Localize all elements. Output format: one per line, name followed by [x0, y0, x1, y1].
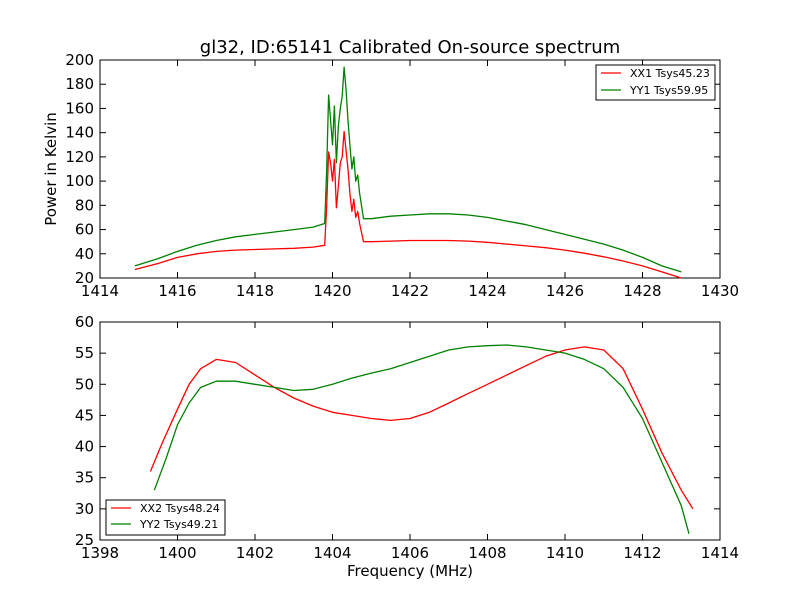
bottom-y-tick-label: 60 — [75, 313, 94, 331]
top-plot-ticks: 1414 1416 1418 1420 1422 1424 1426 1428 1430 20 40… — [65, 51, 739, 300]
bottom-legend: XX2 Tsys48.24 YY2 Tsys49.21 — [105, 499, 226, 536]
top-x-tick-label: 1430 — [701, 282, 739, 300]
top-y-tick-label: 200 — [65, 51, 94, 69]
top-y-tick-label: 100 — [65, 172, 94, 190]
top-series-line-1 — [134, 66, 682, 273]
top-x-tick-label: 1414 — [81, 282, 119, 300]
bottom-y-tick-label: 30 — [75, 500, 94, 518]
bottom-plot: 1398 1400 1402 1404 1406 1408 1410 1412 1414 25 30… — [75, 313, 739, 562]
top-x-tick-label: 1426 — [546, 282, 584, 300]
bottom-x-tick-label: 1412 — [623, 544, 661, 562]
bottom-x-tick-label: 1408 — [468, 544, 506, 562]
bottom-legend-label-xx2: XX2 Tsys48.24 — [140, 502, 220, 515]
top-x-tick-label: 1422 — [391, 282, 429, 300]
bottom-x-tick-label: 1398 — [81, 544, 119, 562]
top-series-line-0 — [134, 130, 682, 279]
bottom-x-tick-label: 1400 — [158, 544, 196, 562]
top-y-tick-label: 120 — [65, 148, 94, 166]
top-x-tick-label: 1416 — [158, 282, 196, 300]
bottom-y-tick-label: 25 — [75, 531, 94, 549]
top-plot-lines — [134, 66, 682, 279]
top-x-tick-label: 1420 — [313, 282, 351, 300]
top-y-tick-label: 180 — [65, 75, 94, 93]
bottom-x-tick-label: 1406 — [391, 544, 429, 562]
top-legend-box — [595, 64, 716, 101]
top-plot: 1414 1416 1418 1420 1422 1424 1426 1428 1430 20 40… — [65, 51, 739, 300]
top-y-tick-label: 60 — [75, 221, 94, 239]
bottom-y-tick-label: 40 — [75, 438, 94, 456]
top-legend: XX1 Tsys45.23 YY1 Tsys59.95 — [595, 64, 716, 101]
top-x-tick-label: 1428 — [623, 282, 661, 300]
top-legend-label-xx1: XX1 Tsys45.23 — [630, 67, 710, 80]
top-y-tick-label: 80 — [75, 196, 94, 214]
bottom-y-tick-label: 45 — [75, 406, 94, 424]
chart-title: gl32, ID:65141 Calibrated On-source spec… — [200, 37, 620, 58]
top-y-tick-label: 40 — [75, 245, 94, 263]
bottom-y-tick-label: 50 — [75, 375, 94, 393]
bottom-plot-ticks: 1398 1400 1402 1404 1406 1408 1410 1412 1414 25 30… — [75, 313, 739, 562]
top-y-axis-label: Power in Kelvin — [42, 112, 60, 226]
top-y-tick-label: 20 — [75, 269, 94, 287]
bottom-y-tick-label: 35 — [75, 469, 94, 487]
bottom-plot-lines — [149, 344, 694, 534]
top-x-tick-label: 1418 — [236, 282, 274, 300]
bottom-series-line-1 — [153, 344, 690, 534]
top-y-tick-label: 140 — [65, 124, 94, 142]
bottom-series-line-0 — [149, 346, 694, 510]
bottom-legend-label-yy2: YY2 Tsys49.21 — [139, 518, 218, 531]
bottom-y-tick-label: 55 — [75, 344, 94, 362]
bottom-x-tick-label: 1414 — [701, 544, 739, 562]
top-legend-label-yy1: YY1 Tsys59.95 — [629, 84, 708, 97]
bottom-x-axis-label: Frequency (MHz) — [347, 562, 473, 580]
bottom-legend-box — [105, 499, 226, 536]
top-y-tick-label: 160 — [65, 99, 94, 117]
bottom-x-tick-label: 1410 — [546, 544, 584, 562]
bottom-x-tick-label: 1404 — [313, 544, 351, 562]
top-x-tick-label: 1424 — [468, 282, 506, 300]
bottom-x-tick-label: 1402 — [236, 544, 274, 562]
